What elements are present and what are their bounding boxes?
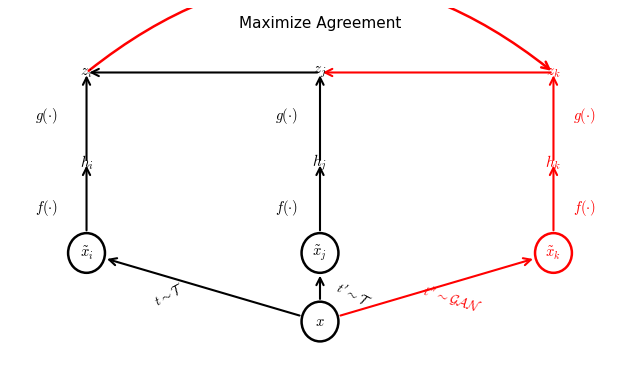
Text: $t' \sim \mathcal{T}$: $t' \sim \mathcal{T}$	[333, 279, 374, 310]
Text: $f(\cdot)$: $f(\cdot)$	[573, 198, 596, 218]
Text: $z_k$: $z_k$	[546, 65, 561, 80]
Text: $z_j$: $z_j$	[314, 65, 326, 80]
Text: Maximize Agreement: Maximize Agreement	[239, 16, 401, 31]
Text: $h_j$: $h_j$	[312, 153, 328, 173]
Text: $g(\cdot)$: $g(\cdot)$	[573, 106, 596, 126]
Text: $t \sim \mathcal{T}$: $t \sim \mathcal{T}$	[152, 280, 188, 309]
Text: $\tilde{x}_k$: $\tilde{x}_k$	[545, 244, 561, 262]
Text: $g(\cdot)$: $g(\cdot)$	[35, 106, 58, 126]
Text: $g(\cdot)$: $g(\cdot)$	[275, 106, 298, 126]
Text: $z_i$: $z_i$	[81, 65, 93, 80]
Text: $\tilde{x}_i$: $\tilde{x}_i$	[79, 244, 93, 262]
Text: $f(\cdot)$: $f(\cdot)$	[35, 198, 58, 218]
FancyArrowPatch shape	[89, 0, 549, 71]
Text: $h_i$: $h_i$	[79, 153, 93, 172]
Text: $x$: $x$	[315, 314, 325, 329]
Text: $\tilde{x}_j$: $\tilde{x}_j$	[312, 244, 328, 262]
Text: $f(\cdot)$: $f(\cdot)$	[275, 198, 298, 218]
Text: $h_k$: $h_k$	[545, 153, 561, 172]
Text: $t'' \sim \mathcal{GAN}$: $t'' \sim \mathcal{GAN}$	[421, 281, 483, 315]
